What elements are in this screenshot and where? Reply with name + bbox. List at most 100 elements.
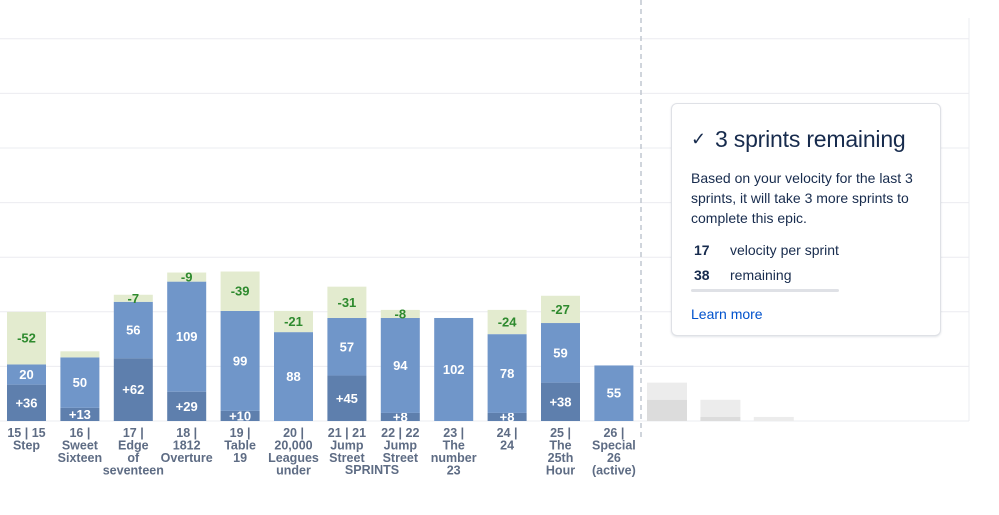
bar-label-added: +36 <box>15 395 37 410</box>
bar-label-completed: 59 <box>553 345 567 360</box>
bar-label-removed: -27 <box>551 302 570 317</box>
bar-completed <box>7 364 46 385</box>
bar-label-completed: 57 <box>340 339 354 354</box>
bar-added <box>167 391 207 421</box>
bar-label-completed: 55 <box>607 386 621 401</box>
bar-completed <box>487 334 527 413</box>
x-tick-label: The <box>549 439 571 453</box>
x-tick-label: Hour <box>546 464 575 478</box>
x-tick-label: 25th <box>548 451 574 465</box>
x-tick-label: 23 | <box>443 426 464 440</box>
x-tick-label: Step <box>13 439 40 453</box>
bar-label-removed: -9 <box>181 270 193 285</box>
x-tick-label: (active) <box>592 464 636 478</box>
bar-label-removed: -8 <box>395 306 407 321</box>
x-tick-label: 20,000 <box>274 439 312 453</box>
bar-label-completed: 50 <box>73 375 87 390</box>
forecast-bar-remaining <box>700 399 741 417</box>
x-tick-label: 26 | <box>603 426 624 440</box>
x-tick-label: 1812 <box>173 439 201 453</box>
bar-label-completed: 99 <box>233 353 247 368</box>
x-tick-label: seventeen <box>103 464 164 478</box>
bar-label-removed: -7 <box>128 291 140 306</box>
bar-completed <box>541 323 580 383</box>
x-tick-label: 24 <box>500 439 514 453</box>
bar-label-completed: 94 <box>393 358 408 373</box>
x-tick-label: Overture <box>161 451 213 465</box>
bar-label-removed: -31 <box>338 295 357 310</box>
bar-removed <box>220 271 260 311</box>
x-tick-label: 16 | <box>69 426 90 440</box>
x-tick-label: Sixteen <box>58 451 102 465</box>
bar-removed <box>7 311 46 365</box>
x-tick-label: The <box>443 439 465 453</box>
popup-title-row: ✓ 3 sprints remaining <box>691 126 921 153</box>
x-tick-label: under <box>276 464 311 478</box>
bar-label-removed: -52 <box>17 331 36 346</box>
x-tick-label: Table <box>224 439 256 453</box>
velocity-stat: 17 velocity per sprint <box>691 242 921 258</box>
remaining-stat: 38 remaining <box>691 267 921 283</box>
bar-label-completed: 20 <box>19 367 33 382</box>
bar-completed <box>167 281 207 392</box>
bar-label-added: +8 <box>500 409 515 424</box>
x-tick-label: Sweet <box>62 439 99 453</box>
bar-label-completed: 56 <box>126 323 140 338</box>
popup-title: 3 sprints remaining <box>715 126 906 152</box>
bar-completed <box>434 317 474 421</box>
remaining-progress-bar <box>691 289 839 292</box>
bar-removed <box>380 309 420 318</box>
x-tick-label: 24 | <box>497 426 518 440</box>
bar-added <box>220 410 260 421</box>
velocity-value: 17 <box>694 242 710 258</box>
x-tick-label: 22 | 22 <box>381 426 419 440</box>
bar-label-added: +13 <box>69 407 91 422</box>
bar-completed <box>274 332 313 421</box>
velocity-label: velocity per sprint <box>730 242 839 258</box>
bar-label-completed: 78 <box>500 366 514 381</box>
forecast-bar-completed <box>700 416 741 421</box>
bar-completed <box>380 317 420 413</box>
bar-completed <box>220 310 260 411</box>
bar-label-completed: 109 <box>176 329 198 344</box>
bar-label-completed: 88 <box>286 369 300 384</box>
bar-completed <box>113 301 153 359</box>
bar-added <box>327 375 367 421</box>
bar-added <box>7 384 46 421</box>
x-tick-label: 21 | 21 <box>328 426 366 440</box>
x-tick-label: 26 <box>607 451 621 465</box>
bar-label-added: +29 <box>176 399 198 414</box>
bar-label-removed: -39 <box>231 284 250 299</box>
x-tick-label: number <box>431 451 477 465</box>
bar-added <box>380 412 420 421</box>
popup-description: Based on your velocity for the last 3 sp… <box>691 170 913 226</box>
bar-label-added: +38 <box>549 394 571 409</box>
bar-label-completed: 102 <box>443 362 465 377</box>
bar-added <box>487 412 527 421</box>
bar-removed <box>487 309 527 335</box>
x-tick-label: 19 | <box>230 426 251 440</box>
bar-label-removed: -21 <box>284 314 303 329</box>
x-tick-label: Street <box>383 451 419 465</box>
x-tick-label: 23 <box>447 464 461 478</box>
forecast-bar-remaining <box>647 382 687 400</box>
x-tick-label: Edge <box>118 439 149 453</box>
remaining-label: remaining <box>730 267 792 283</box>
bar-removed <box>327 286 367 318</box>
x-tick-label: Street <box>329 451 365 465</box>
bar-completed <box>594 365 634 421</box>
bar-added <box>541 382 580 421</box>
x-tick-label: 18 | <box>176 426 197 440</box>
x-axis-label: SPRINTS <box>345 463 399 477</box>
bar-added <box>60 407 100 421</box>
bar-completed <box>327 317 367 376</box>
bar-label-added: +62 <box>122 382 144 397</box>
x-tick-label: 20 | <box>283 426 304 440</box>
learn-more-link[interactable]: Learn more <box>691 306 763 322</box>
bar-removed <box>113 294 153 302</box>
forecast-bar-remaining <box>753 416 794 421</box>
bar-removed <box>274 310 313 333</box>
bar-label-added: +8 <box>393 409 408 424</box>
